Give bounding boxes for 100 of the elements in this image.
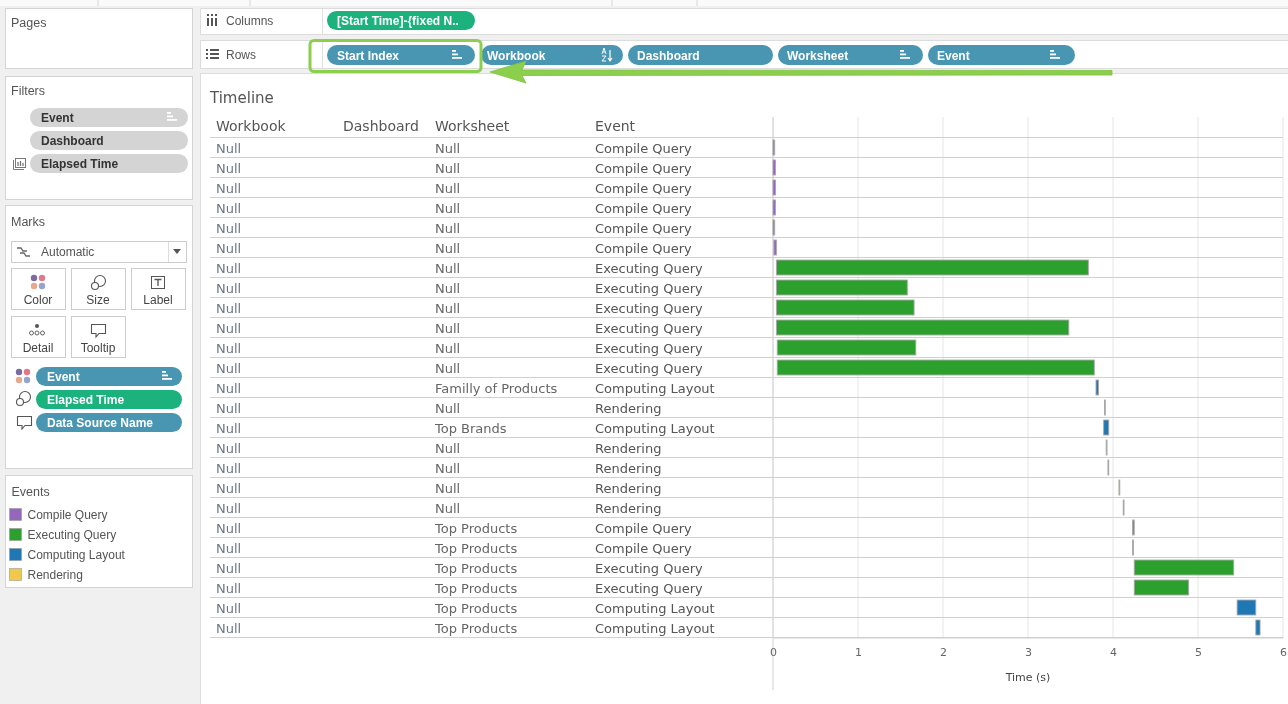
text: Null <box>435 480 461 496</box>
text: Null <box>216 440 242 456</box>
text: Null <box>216 300 242 316</box>
text: Dashboard <box>637 49 700 63</box>
y-tick-label: Executing Query <box>595 360 704 376</box>
bar <box>775 319 1070 336</box>
text: Top Products <box>434 620 518 636</box>
text: Tooltip <box>80 341 116 355</box>
y-tick-label: Executing Query <box>595 340 704 356</box>
bar <box>776 359 1095 376</box>
text: Null <box>435 500 461 516</box>
y-axis-title: Event <box>595 118 636 134</box>
text: Event <box>47 370 80 384</box>
bar <box>772 179 776 196</box>
text: Null <box>216 380 242 396</box>
text: Null <box>216 280 242 296</box>
text: Null <box>216 480 242 496</box>
text: Null <box>216 220 242 236</box>
y-tick-label: Rendering <box>595 480 662 496</box>
text: Null <box>216 140 242 156</box>
text: Worksheet <box>787 49 849 63</box>
text: Null <box>435 220 461 236</box>
text: Null <box>435 160 461 176</box>
text: Size <box>86 293 110 307</box>
bar <box>775 259 1089 276</box>
bar <box>1133 579 1190 596</box>
text: Filters <box>11 84 46 98</box>
text: Null <box>435 460 461 476</box>
text: Top Products <box>434 540 518 556</box>
text: Null <box>435 340 461 356</box>
x-tick-label: 3 <box>1025 646 1032 660</box>
source-note: Data Source Name <box>47 416 154 430</box>
text: Null <box>435 260 461 276</box>
y-tick-label: Computing Layout <box>595 420 715 436</box>
x-tick-label: 1 <box>855 646 862 660</box>
text: Pages <box>11 16 47 30</box>
y-tick-label: Executing Query <box>595 560 704 576</box>
bar <box>772 199 776 216</box>
text: Workbook <box>487 49 546 63</box>
y-tick-label: Rendering <box>595 440 662 456</box>
bar <box>776 339 917 356</box>
y-tick-label: Executing Query <box>595 580 704 596</box>
text: Null <box>216 180 242 196</box>
text: Columns <box>226 14 274 28</box>
x-tick-label: 2 <box>940 646 947 660</box>
text: Null <box>216 460 242 476</box>
text: Workbook <box>216 118 287 134</box>
legend-label: Computing Layout <box>27 548 126 562</box>
text: Null <box>216 340 242 356</box>
text: Null <box>216 400 242 416</box>
text: [Start Time]-{fixed N.. <box>337 14 459 28</box>
bar <box>1095 379 1099 396</box>
text: Null <box>216 360 242 376</box>
text: Null <box>216 420 242 436</box>
text: Null <box>435 300 461 316</box>
y-tick-label: Executing Query <box>595 260 704 276</box>
text: Null <box>216 240 242 256</box>
text: Null <box>435 180 461 196</box>
text: Null <box>435 240 461 256</box>
x-tick-label: 0 <box>770 646 777 660</box>
text: Top Products <box>434 600 518 616</box>
text: Null <box>216 520 242 536</box>
x-tick-label: 5 <box>1195 646 1202 660</box>
text: Dashboard <box>343 118 419 134</box>
text: Null <box>216 200 242 216</box>
text: Top Products <box>434 520 518 536</box>
x-tick-label: 4 <box>1110 646 1117 660</box>
text: Null <box>216 600 242 616</box>
x-axis-title: Time (s) <box>1004 671 1051 684</box>
text: Rows <box>226 48 257 62</box>
text: Null <box>216 540 242 556</box>
text: Null <box>216 500 242 516</box>
text: Top Products <box>434 580 518 596</box>
text: Null <box>216 580 242 596</box>
text: Color <box>23 293 53 307</box>
text: Null <box>435 360 461 376</box>
text: Worksheet <box>435 118 510 134</box>
bar <box>1133 559 1235 576</box>
text: Null <box>216 320 242 336</box>
bar <box>772 159 776 176</box>
text: Null <box>216 620 242 636</box>
text: Start Index <box>337 49 400 63</box>
text: Top Products <box>434 560 518 576</box>
y-tick-label: Compile Query <box>595 200 693 216</box>
text: Null <box>435 280 461 296</box>
y-tick-label: Compile Query <box>595 180 693 196</box>
text: Timeline <box>209 89 274 107</box>
y-tick-label: Executing Query <box>595 280 704 296</box>
text: Null <box>216 160 242 176</box>
y-tick-label: Rendering <box>595 460 662 476</box>
text: Null <box>216 260 242 276</box>
text: Event <box>41 111 74 125</box>
y-tick-label: Compile Query <box>595 540 693 556</box>
y-tick-label: Executing Query <box>595 300 704 316</box>
y-tick-label: Computing Layout <box>595 600 715 616</box>
text: Null <box>435 320 461 336</box>
bar <box>775 279 908 296</box>
text: Elapsed Time <box>41 157 119 171</box>
text: Dashboard <box>41 134 104 148</box>
text: Null <box>435 400 461 416</box>
